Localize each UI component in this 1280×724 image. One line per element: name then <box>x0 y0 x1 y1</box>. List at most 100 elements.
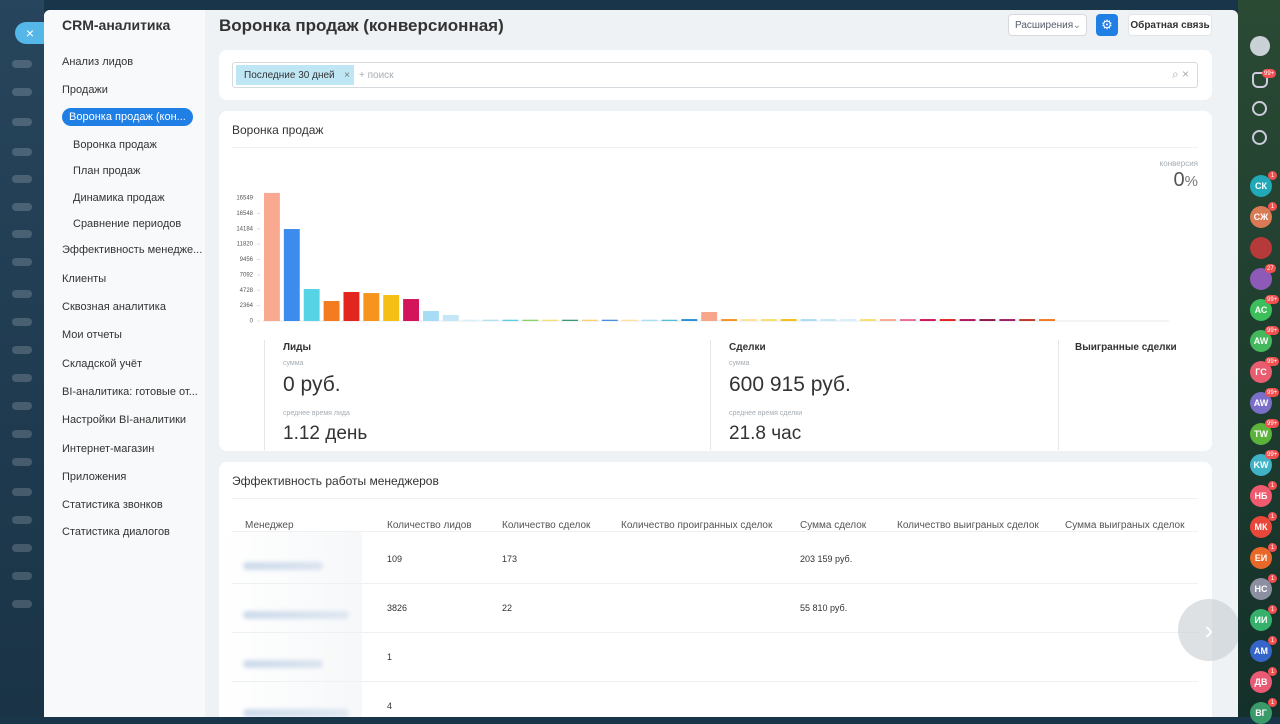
bar <box>462 319 479 321</box>
stat-title: Сделки <box>729 342 766 353</box>
bar <box>601 319 618 321</box>
sidebar-item[interactable]: Настройки BI-аналитики <box>62 414 187 426</box>
extensions-button[interactable]: Расширения ⌄ <box>1008 14 1087 36</box>
stat-divider <box>264 340 265 450</box>
divider <box>232 498 1198 499</box>
bar <box>740 319 757 321</box>
stat-value: 600 915 руб. <box>729 373 851 396</box>
sidebar-item[interactable]: Сквозная аналитика <box>62 301 166 313</box>
row-divider <box>232 583 1198 584</box>
sidebar-item[interactable]: Динамика продаж <box>73 192 165 204</box>
avatar-initials: AW <box>1253 398 1269 408</box>
table-cell: 173 <box>502 554 518 564</box>
avatar-badge: 1 <box>1268 481 1277 490</box>
sidebar-item[interactable]: Клиенты <box>62 273 107 285</box>
bar <box>562 319 579 321</box>
next-arrow[interactable]: › <box>1178 599 1238 661</box>
sidebar-item[interactable]: Эффективность менедже... <box>62 244 203 256</box>
sidebar-item[interactable]: Воронка продаж (кон... <box>62 108 193 126</box>
bar <box>283 229 300 321</box>
stat-divider <box>1058 340 1059 450</box>
stat-label: среднее время лида <box>283 410 350 417</box>
sidebar-title: CRM-аналитика <box>62 17 171 33</box>
sidebar-item[interactable]: Продажи <box>62 84 108 96</box>
sidebar-item[interactable]: Воронка продаж <box>73 139 157 151</box>
column-header: Сумма выиграных сделок <box>1065 520 1185 531</box>
filter-card: Последние 30 дней × + поиск ⌕ × <box>219 50 1212 100</box>
avatar-initials: ВГ <box>1255 708 1267 718</box>
column-header: Менеджер <box>245 520 294 531</box>
button-label: Расширения <box>1015 19 1074 31</box>
avatar-initials: МК <box>1254 522 1268 532</box>
y-tick-label: 14184 <box>236 226 253 232</box>
bell-icon[interactable] <box>1252 72 1268 88</box>
bar <box>383 295 400 321</box>
slider-panel: CRM-аналитика Анализ лидов Продажи Воронка… <box>44 10 1238 717</box>
bar <box>959 319 976 321</box>
avatar[interactable]: ЕИ <box>1250 547 1272 569</box>
column-header: Сумма сделок <box>800 520 867 531</box>
stat-label: среднее время сделки <box>729 410 803 417</box>
stat-title: Лиды <box>283 342 312 353</box>
chart: 16549 0 2364 4728 7092 9456 11820 14184 16548 <box>236 192 1169 325</box>
y-tick-label: 0 <box>250 319 254 325</box>
conversion: 0% <box>1174 169 1198 192</box>
avatar-initials: НБ <box>1254 491 1268 501</box>
sidebar-item[interactable]: Приложения <box>62 471 127 483</box>
icon[interactable] <box>1252 101 1267 116</box>
avatar[interactable]: НС <box>1250 578 1272 600</box>
avatar[interactable]: ИИ <box>1250 609 1272 631</box>
bar <box>263 192 280 321</box>
user-icon[interactable] <box>1250 36 1270 56</box>
avatar[interactable]: AW <box>1250 330 1272 352</box>
avatar-badge: 99+ <box>1265 388 1280 397</box>
conversion-label: конверсия <box>1159 159 1198 168</box>
avatar-initials: НС <box>1254 584 1268 594</box>
sidebar-item[interactable]: Статистика звонков <box>62 499 163 511</box>
avatar[interactable]: ГС <box>1250 361 1272 383</box>
bar <box>403 299 420 321</box>
right-bar: 99+ СК 1 СЖ 1 27 АС 99+ AW 99+ ГС 99+ AW 99+ TW 99+ KW 9… <box>1238 0 1280 724</box>
conversion-unit: % <box>1184 173 1198 190</box>
filter-input[interactable]: Последние 30 дней × + поиск ⌕ × <box>232 62 1198 88</box>
avatar-badge: 99+ <box>1265 326 1280 335</box>
sidebar-item[interactable]: Сравнение периодов <box>73 218 182 230</box>
sidebar-item[interactable]: Интернет-магазин <box>62 443 155 455</box>
conversion-value: 0 <box>1173 169 1185 191</box>
sidebar-item[interactable]: Мои отчеты <box>62 329 122 341</box>
avatar[interactable] <box>1250 237 1272 259</box>
sidebar-item[interactable]: BI-аналитика: готовые от... <box>62 386 198 398</box>
avatar[interactable]: ДВ <box>1250 671 1272 693</box>
avatar[interactable]: СЖ <box>1250 206 1272 228</box>
avatar-initials: TW <box>1254 429 1268 439</box>
avatar[interactable]: KW <box>1250 454 1272 476</box>
avatar[interactable]: МК <box>1250 516 1272 538</box>
avatar[interactable]: AW <box>1250 392 1272 414</box>
y-max-label: 16549 <box>236 196 253 202</box>
avatar[interactable]: СК <box>1250 175 1272 197</box>
filter-tag[interactable]: Последние 30 дней × <box>236 65 354 85</box>
bar <box>840 319 857 321</box>
stat-divider <box>710 340 711 450</box>
sidebar-item[interactable]: План продаж <box>73 165 141 177</box>
avatar[interactable]: НБ <box>1250 485 1272 507</box>
icon[interactable] <box>1252 130 1267 145</box>
avatar[interactable]: TW <box>1250 423 1272 445</box>
sidebar-item[interactable]: Статистика диалогов <box>62 526 170 538</box>
avatar-initials: СК <box>1255 181 1267 191</box>
bar <box>621 319 638 321</box>
y-tick-label: 11820 <box>237 242 254 248</box>
sidebar-item[interactable]: Складской учёт <box>62 358 142 370</box>
column-shade <box>219 532 362 717</box>
y-tick-label: 7092 <box>240 272 254 278</box>
bar <box>482 319 499 321</box>
sidebar-item[interactable]: Анализ лидов <box>62 56 134 68</box>
avatar[interactable]: АС <box>1250 299 1272 321</box>
avatar[interactable] <box>1250 268 1272 290</box>
feedback-button[interactable]: Обратная связь <box>1128 14 1212 36</box>
settings-button[interactable]: ⚙ <box>1096 14 1118 36</box>
close-button[interactable]: × <box>15 22 45 44</box>
sidebar: CRM-аналитика Анализ лидов Продажи Воронка… <box>44 10 205 717</box>
avatar[interactable]: АМ <box>1250 640 1272 662</box>
avatar-badge: 1 <box>1268 698 1277 707</box>
